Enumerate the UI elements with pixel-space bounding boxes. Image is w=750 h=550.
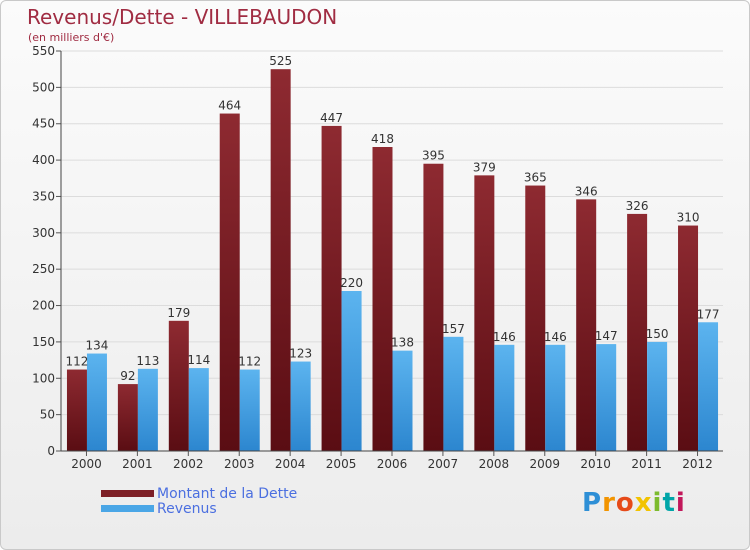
x-tick-label: 2004 — [275, 457, 306, 471]
data-label: 112 — [66, 355, 89, 369]
chart-title: Revenus/Dette - VILLEBAUDON — [27, 5, 338, 29]
data-label: 157 — [442, 322, 465, 336]
data-label: 525 — [269, 54, 292, 68]
bar-dette — [372, 147, 393, 451]
data-label: 92 — [120, 369, 135, 383]
y-tick-label: 350 — [32, 189, 55, 203]
chart-subtitle: (en milliers d'€) — [28, 31, 115, 44]
x-tick-label: 2008 — [479, 457, 510, 471]
y-tick-label: 550 — [32, 44, 55, 58]
bar-dette — [168, 320, 189, 451]
bar-revenus — [290, 361, 311, 451]
x-tick-label: 2005 — [326, 457, 357, 471]
proxiti-logo: Proxiti — [582, 488, 686, 518]
data-label: 138 — [391, 336, 414, 350]
data-label: 146 — [493, 330, 516, 344]
bar-dette — [525, 185, 546, 451]
x-tick-label: 2009 — [529, 457, 560, 471]
bar-revenus — [647, 341, 668, 451]
x-tick-label: 2007 — [428, 457, 459, 471]
bar-dette — [117, 384, 138, 451]
data-label: 177 — [697, 307, 720, 321]
y-tick-label: 400 — [32, 153, 55, 167]
data-label: 114 — [187, 353, 210, 367]
data-label: 395 — [422, 149, 445, 163]
legend: Montant de la Dette Revenus — [101, 485, 298, 517]
data-label: 346 — [575, 184, 598, 198]
legend-label-dette: Montant de la Dette — [157, 485, 298, 502]
legend-swatch-dette — [101, 490, 154, 497]
bar-revenus — [698, 322, 719, 451]
data-label: 365 — [524, 171, 547, 185]
bar-revenus — [188, 368, 209, 451]
legend-item-revenus: Revenus — [101, 500, 297, 517]
y-tick-label: 200 — [32, 299, 55, 313]
data-label: 123 — [289, 347, 312, 361]
data-label: 464 — [218, 99, 241, 113]
bar-dette — [627, 213, 648, 451]
data-label: 113 — [136, 354, 159, 368]
data-label: 146 — [544, 330, 567, 344]
y-tick-label: 450 — [32, 117, 55, 131]
bar-dette — [66, 369, 87, 451]
bar-revenus — [137, 368, 158, 451]
bar-dette — [423, 163, 444, 451]
x-tick-label: 2002 — [173, 457, 204, 471]
bar-dette — [576, 199, 597, 451]
y-tick-label: 0 — [47, 444, 55, 458]
bar-revenus — [443, 336, 464, 451]
y-tick-label: 300 — [32, 226, 55, 240]
data-label: 112 — [238, 355, 261, 369]
bar-dette — [474, 175, 495, 451]
x-tick-label: 2006 — [377, 457, 408, 471]
bar-revenus — [341, 291, 362, 451]
x-tick-label: 2003 — [224, 457, 255, 471]
x-tick-label: 2001 — [122, 457, 153, 471]
bar-revenus — [596, 344, 617, 451]
legend-swatch-revenus — [101, 505, 154, 512]
bar-dette — [321, 125, 342, 451]
bar-revenus — [86, 353, 107, 451]
bar-dette — [219, 113, 240, 451]
bar-revenus — [494, 344, 515, 451]
y-tick-label: 150 — [32, 335, 55, 349]
data-label: 447 — [320, 111, 343, 125]
bar-revenus — [545, 344, 566, 451]
legend-label-revenus: Revenus — [157, 500, 217, 517]
legend-item-dette: Montant de la Dette — [101, 485, 298, 502]
data-label: 134 — [86, 339, 109, 353]
y-tick-label: 500 — [32, 80, 55, 94]
data-label: 147 — [595, 329, 618, 343]
bar-dette — [678, 225, 699, 451]
data-label: 150 — [646, 327, 669, 341]
data-label: 220 — [340, 276, 363, 290]
y-tick-label: 250 — [32, 262, 55, 276]
y-tick-label: 100 — [32, 371, 55, 385]
y-tick-label: 50 — [40, 408, 55, 422]
x-tick-label: 2000 — [71, 457, 102, 471]
data-label: 179 — [167, 306, 190, 320]
data-label: 326 — [626, 199, 649, 213]
data-label: 310 — [677, 211, 700, 225]
x-tick-label: 2010 — [580, 457, 611, 471]
data-label: 379 — [473, 160, 496, 174]
bar-dette — [270, 69, 291, 451]
x-tick-label: 2011 — [631, 457, 662, 471]
data-label: 418 — [371, 132, 394, 146]
x-tick-label: 2012 — [682, 457, 713, 471]
bar-revenus — [392, 350, 413, 451]
bar-revenus — [239, 369, 260, 451]
